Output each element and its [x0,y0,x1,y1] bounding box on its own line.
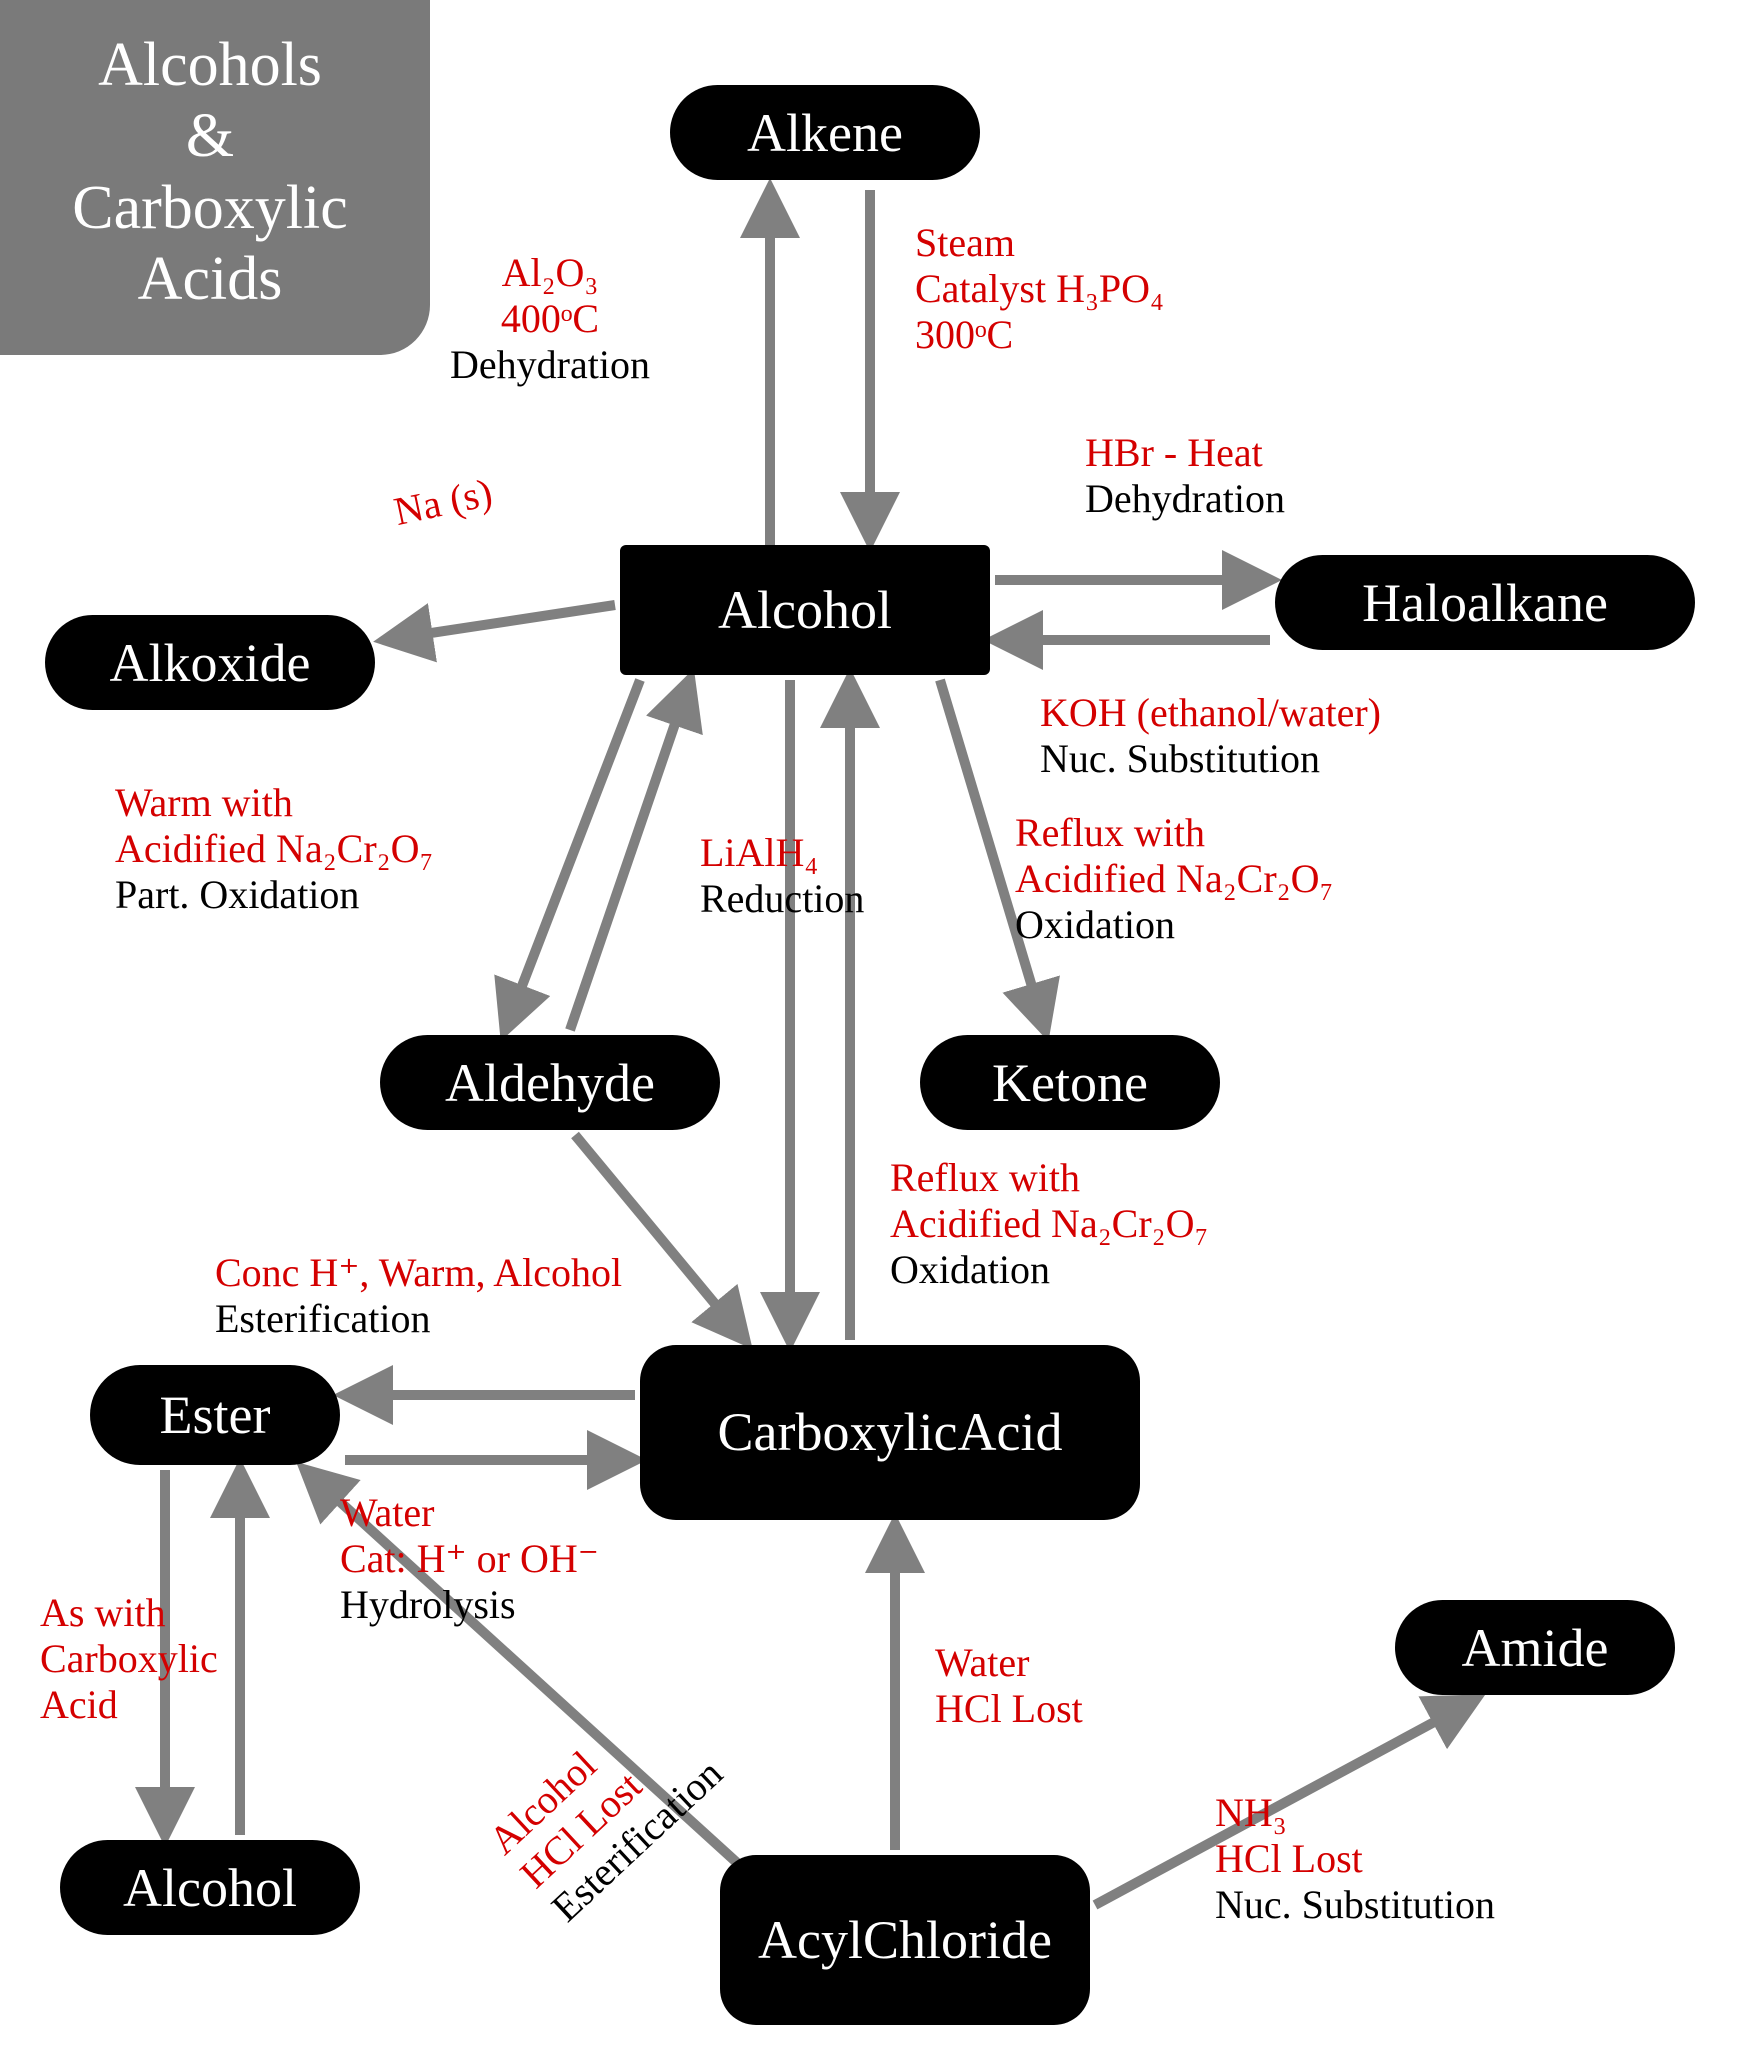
edge-aldehyde-alcohol [570,680,690,1030]
node-alcohol2: Alcohol [60,1840,360,1935]
title-line-3: Carboxylic [72,174,348,242]
node-alcohol: Alcohol [620,545,990,675]
node-carboxylic: CarboxylicAcid [640,1345,1140,1520]
node-aldehyde: Aldehyde [380,1035,720,1130]
label-lialh4: LiAlH₄Reduction [700,830,864,922]
label-esterif2: AlcoholHCl LostEsterification [480,1683,732,1931]
label-oxketone: Reflux withAcidified Na₂Cr₂O₇Oxidation [1015,810,1333,948]
node-amide: Amide [1395,1600,1675,1695]
diagram-title: Alcohols & Carboxylic Acids [0,0,430,355]
node-acyl: AcylChloride [720,1855,1090,2025]
label-esterif1: Conc H⁺, Warm, AlcoholEsterification [215,1250,622,1342]
diagram-canvas: Alcohols & Carboxylic Acids Alkene Alcoho… [0,0,1751,2048]
title-line-1: Alcohols [98,31,322,99]
label-partox: Warm withAcidified Na₂Cr₂O₇Part. Oxidati… [115,780,433,918]
edge-alcohol-alkoxide [385,605,615,640]
label-hbr: HBr - HeatDehydration [1085,430,1285,522]
node-alkoxide: Alkoxide [45,615,375,710]
node-haloalkane: Haloalkane [1275,555,1695,650]
node-ester: Ester [90,1365,340,1465]
label-oxcarboxy: Reflux withAcidified Na₂Cr₂O₇Oxidation [890,1155,1208,1293]
title-line-2: & [186,102,234,170]
edge-alcohol-aldehyde [505,680,640,1030]
label-dehydration1: Al₂O₃400ᵒCDehydration [450,250,650,388]
node-alkene: Alkene [670,85,980,180]
label-aswith: As withCarboxylicAcid [40,1590,218,1728]
label-na: Na (s) [390,469,496,535]
label-steam: SteamCatalyst H₃PO₄300ᵒC [915,220,1164,358]
label-koh: KOH (ethanol/water)Nuc. Substitution [1040,690,1381,782]
label-hydrolysis: WaterCat: H⁺ or OH⁻Hydrolysis [340,1490,599,1628]
label-nh3: NH₃HCl LostNuc. Substitution [1215,1790,1495,1928]
node-ketone: Ketone [920,1035,1220,1130]
title-line-4: Acids [138,245,283,313]
label-waterhcl: WaterHCl Lost [935,1640,1083,1732]
